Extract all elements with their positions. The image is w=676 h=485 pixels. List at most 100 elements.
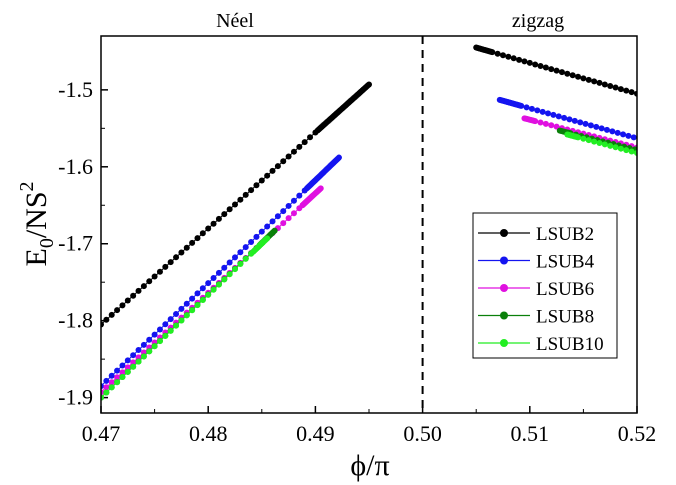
legend-label-lsub8: LSUB8 xyxy=(536,307,594,328)
data-point xyxy=(537,119,544,126)
data-point xyxy=(140,341,147,348)
data-point xyxy=(582,120,589,127)
data-point xyxy=(124,357,131,364)
data-point xyxy=(628,89,635,96)
data-point xyxy=(210,286,217,293)
data-point xyxy=(215,269,222,276)
data-point xyxy=(151,343,158,350)
data-point xyxy=(258,177,265,184)
data-point xyxy=(630,134,637,141)
data-point xyxy=(625,132,632,139)
data-point xyxy=(526,59,533,66)
data-point xyxy=(189,307,196,314)
data-point xyxy=(124,297,131,304)
data-point xyxy=(307,134,314,141)
x-tick-label: 0.52 xyxy=(618,421,657,446)
data-point xyxy=(274,163,281,170)
data-point xyxy=(577,119,584,126)
data-point xyxy=(178,249,185,256)
legend: LSUB2 LSUB4 LSUB6 LSUB8 LSUB10 xyxy=(472,212,618,359)
data-point xyxy=(545,110,552,117)
data-point xyxy=(210,274,217,281)
data-point xyxy=(130,359,137,366)
data-point xyxy=(296,192,303,199)
data-point xyxy=(130,292,137,299)
data-point xyxy=(617,86,624,93)
data-point xyxy=(566,116,573,123)
data-point xyxy=(226,206,233,213)
data-point xyxy=(205,225,212,232)
data-point xyxy=(183,300,190,307)
data-point xyxy=(108,372,115,379)
data-point xyxy=(253,233,260,240)
data-point xyxy=(532,118,539,125)
data-point xyxy=(607,83,614,90)
data-point xyxy=(226,259,233,266)
data-point xyxy=(237,196,244,203)
series-lsub4 xyxy=(101,96,637,390)
data-point xyxy=(108,311,115,318)
data-point xyxy=(226,271,233,278)
legend-marker-lsub6 xyxy=(500,284,508,292)
data-point xyxy=(108,384,115,391)
data-point xyxy=(199,285,206,292)
data-point xyxy=(521,58,528,65)
legend-box xyxy=(472,212,618,359)
data-point xyxy=(215,215,222,222)
data-point xyxy=(167,259,174,266)
x-tick-label: 0.51 xyxy=(511,421,550,446)
data-point xyxy=(103,384,110,391)
data-point xyxy=(189,239,196,246)
y-tick-label: -1.8 xyxy=(58,308,93,333)
data-point xyxy=(189,295,196,302)
data-point xyxy=(542,64,549,71)
data-point xyxy=(558,69,565,76)
data-point xyxy=(135,358,142,365)
data-point xyxy=(114,374,121,381)
data-point xyxy=(301,139,308,146)
legend-label-lsub4: LSUB4 xyxy=(536,252,595,273)
data-point xyxy=(553,67,560,74)
data-point xyxy=(587,122,594,129)
data-point xyxy=(130,363,137,370)
data-point xyxy=(548,122,555,129)
data-point xyxy=(119,369,126,376)
data-point xyxy=(569,72,576,79)
data-point xyxy=(603,126,610,133)
data-point xyxy=(248,238,255,245)
data-point xyxy=(596,79,603,86)
data-point xyxy=(114,307,121,314)
data-point xyxy=(489,49,496,56)
data-point xyxy=(612,84,619,91)
data-point xyxy=(609,128,616,135)
data-point xyxy=(269,218,276,225)
legend-marker-lsub8 xyxy=(500,311,508,320)
data-point xyxy=(242,244,249,251)
data-point xyxy=(205,291,212,298)
data-point xyxy=(623,87,630,94)
data-point xyxy=(221,264,228,271)
data-point xyxy=(194,302,201,309)
data-point xyxy=(242,191,249,198)
data-point xyxy=(593,123,600,130)
y-axis-ticks: -1.9 -1.8 -1.7 -1.6 -1.5 xyxy=(58,77,108,410)
data-point xyxy=(103,316,110,323)
x-tick-label: 0.50 xyxy=(403,421,442,446)
data-point xyxy=(119,374,126,381)
data-point xyxy=(591,138,598,145)
data-point xyxy=(124,368,131,375)
data-point xyxy=(290,210,297,217)
series-lsub2 xyxy=(101,44,637,328)
data-point xyxy=(280,208,287,215)
data-point xyxy=(523,104,530,111)
y-tick-label: -1.6 xyxy=(58,154,93,179)
data-point xyxy=(103,389,110,396)
data-point xyxy=(119,302,126,309)
data-point xyxy=(253,182,260,189)
data-point xyxy=(156,268,163,275)
data-point xyxy=(162,332,169,339)
data-point xyxy=(173,311,180,318)
region-label-zigzag: zigzag xyxy=(512,10,564,32)
data-point xyxy=(264,235,271,242)
data-point xyxy=(232,254,238,261)
